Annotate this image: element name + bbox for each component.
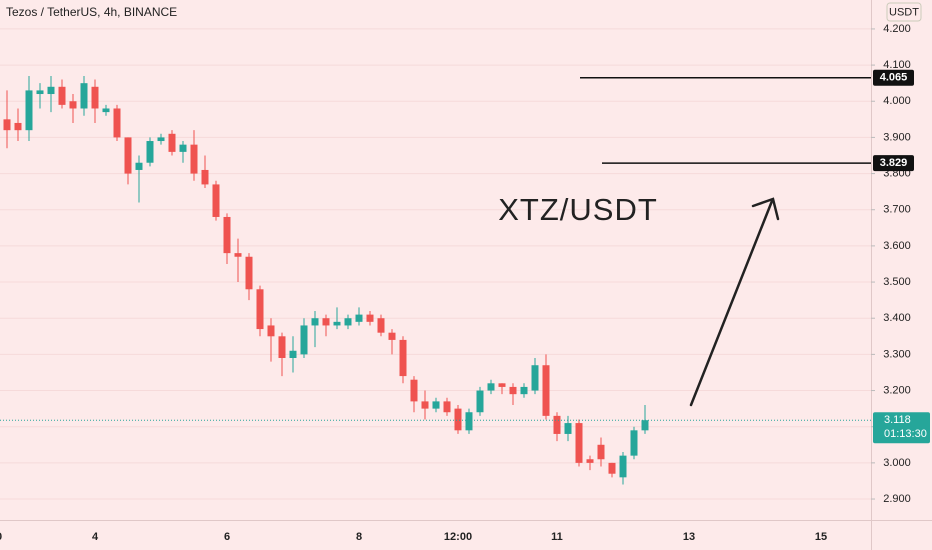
candle-body [344,318,352,326]
candle-body [421,401,429,409]
price-label-box [873,69,914,86]
candle-body [267,325,275,337]
candle-body [531,365,539,391]
candle-body [619,455,627,478]
candle-body [91,86,99,109]
y-tick-label: 3.500 [883,276,911,288]
y-tick-label: 3.400 [883,312,911,324]
candle-body [399,339,407,377]
candle-body [102,108,110,113]
candle-body [476,390,484,413]
candle-body [520,386,528,395]
candle-body [168,133,176,152]
x-tick-label: 12:00 [444,531,472,543]
candle-body [432,401,440,409]
candle-body [586,459,594,463]
candle-body [212,184,220,217]
y-tick-label: 3.200 [883,384,911,396]
countdown: 01:13:30 [884,428,927,440]
candle-body [355,314,363,322]
candle-body [509,386,517,395]
candle-body [58,86,66,105]
chart-title: Tezos / TetherUS, 4h, BINANCE [6,5,177,19]
candle-body [465,412,473,431]
candle-body [630,430,638,456]
candle-body [542,365,550,416]
candle-body [3,119,11,131]
candle-body [564,423,572,434]
x-tick-label: 11 [551,531,563,543]
candle-body [333,321,341,326]
candle-body [487,383,495,391]
candle-body [201,169,209,185]
y-tick-label: 3.300 [883,348,911,360]
y-tick-label: 3.000 [883,457,911,469]
x-tick-label: 4 [92,531,99,543]
candle-body [256,289,264,330]
candle-body [322,318,330,326]
last-price-box [873,412,930,444]
candle-body [377,318,385,333]
candle-body [113,108,121,138]
candle-body [14,122,22,131]
candle-body [223,216,231,254]
candle-body [135,162,143,170]
candle-body [553,415,561,434]
y-tick-label: 4.000 [883,95,911,107]
candle-body [311,318,319,326]
y-tick-label: 4.100 [883,59,911,71]
price-label: 3.829 [880,157,908,169]
candle-body [25,90,33,131]
plot-area [0,28,871,500]
arrow [689,197,780,407]
candle-body [608,462,616,474]
candle-body [179,144,187,152]
y-tick-label: 3.900 [883,131,911,143]
candle-body [641,420,649,431]
y-tick-label: 4.200 [883,23,911,35]
price-label: 4.065 [880,72,908,84]
candle-body [443,401,451,413]
candle-body [69,101,77,109]
candle-body [597,444,605,460]
candle-body [454,408,462,431]
price-label-box [873,155,914,172]
candle-body [366,314,374,322]
annotation: XTZ/USDT [498,192,658,227]
candle-body [124,137,132,174]
y-tick-label: 2.900 [883,493,911,505]
candle-body [146,141,154,163]
candle-body [190,144,198,174]
currency: USDT [889,6,919,18]
candle-body [498,383,506,387]
x-tick-label: 00 [0,531,2,543]
candle-body [80,83,88,109]
candle-body [157,137,165,142]
candle-body [388,332,396,340]
candle-body [245,256,253,290]
x-tick-label: 13 [683,531,695,543]
y-tick-label: 3.600 [883,240,911,252]
x-tick-label: 8 [356,531,362,543]
y-tick-label: 3.700 [883,204,911,216]
x-tick-label: 15 [815,531,827,543]
last-price-label: 3.118 [884,414,911,426]
candle-body [410,379,418,402]
x-tick-label: 6 [224,531,230,543]
candle-body [300,325,308,355]
candle-body [289,350,297,358]
candle-body [36,90,44,95]
candle-body [234,253,242,257]
candle-body [575,423,583,463]
currency-badge[interactable] [886,2,922,22]
candle-body [278,336,286,358]
candle-body [47,86,55,95]
